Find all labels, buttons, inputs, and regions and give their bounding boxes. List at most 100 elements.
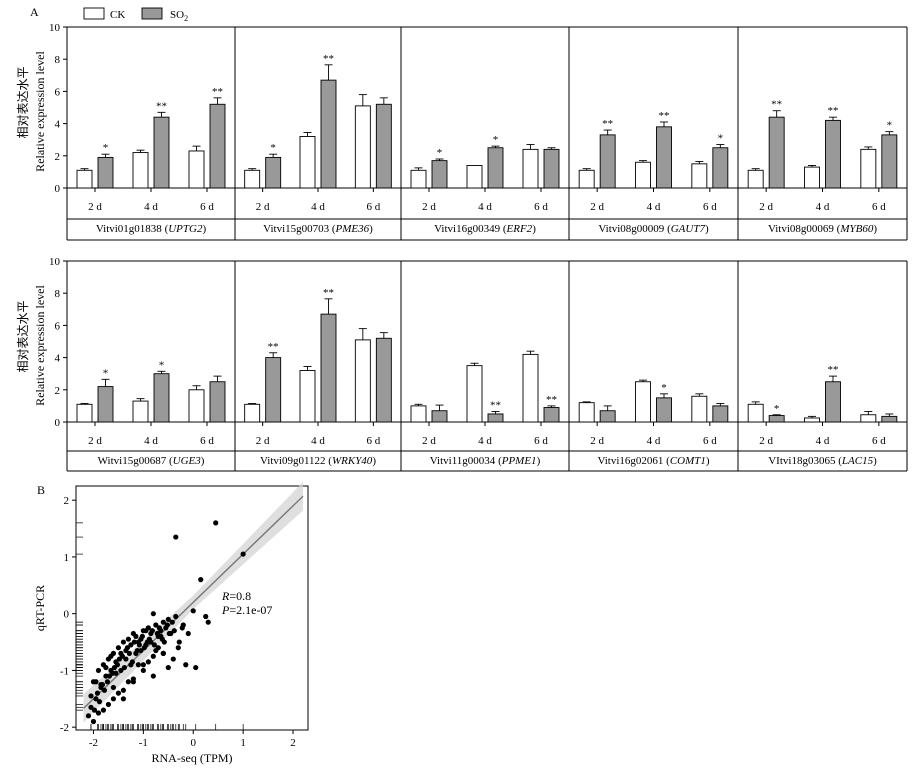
gene-name-close: ) [706, 455, 710, 467]
x-tick-label: 2 d [759, 201, 773, 213]
bar-so2 [487, 147, 504, 189]
gene-name-open: ( [166, 455, 173, 467]
data-point [130, 676, 136, 682]
significance-label: * [774, 403, 780, 415]
bar-so2 [881, 415, 898, 423]
bar-so2 [265, 156, 282, 189]
data-point [143, 642, 149, 648]
gene-id: Vitvi01g01838 [96, 223, 162, 235]
panel-a-label: A [30, 5, 39, 19]
data-point [103, 664, 109, 671]
bar-ck [410, 169, 427, 189]
data-point [148, 639, 154, 645]
gene-id: Witvi15g00687 [98, 455, 167, 467]
data-point [149, 628, 155, 634]
y-axis-title: qRT-PCR [33, 585, 47, 631]
legend: CK SO2 [83, 7, 188, 23]
gene-name-open: ( [162, 223, 169, 235]
data-point [128, 662, 134, 668]
gene-name-open: ( [663, 455, 670, 467]
correlation-p: P=2.1e-07 [221, 603, 272, 617]
data-point [240, 551, 246, 557]
data-point [95, 710, 102, 716]
scatter-plot: -2 -1 0 1 2 -2 -1 0 1 2 RNA-seq (TPM) qRT-PCR R=0.8P… [33, 481, 309, 765]
gene-name: LAC15 [841, 455, 874, 467]
gene-name: UGE3 [173, 455, 202, 467]
bar-ck [522, 353, 539, 423]
gene-name: WRKY40 [332, 455, 373, 467]
data-point [96, 699, 103, 705]
data-point [166, 630, 172, 637]
legend-label-so2: SO2 [170, 9, 188, 23]
gene-name-open: ( [664, 223, 671, 235]
data-point [153, 647, 159, 654]
y-tick-label: 2 [55, 151, 61, 163]
data-point [119, 653, 125, 659]
data-point [91, 707, 98, 713]
significance-label: ** [323, 53, 334, 65]
bar-ck [804, 417, 820, 423]
x-tick-label: -2 [89, 737, 98, 749]
y-axis-title-en: Relative expression level [33, 285, 47, 406]
bar-so2 [375, 337, 392, 423]
x-tick-label: 2 [290, 737, 296, 749]
gene-name-close: ) [532, 223, 536, 235]
scatter-frame [75, 485, 309, 731]
bar-so2 [656, 397, 672, 423]
data-point [143, 628, 149, 634]
gene-label: Vitvi01g01838 (UPTG2) [96, 223, 207, 235]
y-axis-title-cn: 相对表达水平 [16, 66, 30, 138]
bar-so2 [320, 79, 337, 189]
gene-id: Vitvi16g00349 [434, 223, 500, 235]
y-tick-label: 6 [55, 86, 61, 98]
data-point [93, 679, 99, 685]
bar-so2 [487, 413, 504, 423]
bar-ck [76, 169, 93, 189]
bar-so2 [320, 313, 337, 423]
y-tick-label: 0 [55, 417, 61, 429]
bar-ck [299, 370, 316, 423]
gene-id: Vitvi11g00034 [430, 455, 496, 467]
bar-ck [804, 166, 820, 189]
x-tick-label: 4 d [647, 201, 661, 213]
data-point [183, 662, 189, 668]
data-point [158, 633, 164, 639]
y-tick-label: 8 [55, 54, 61, 66]
data-point [160, 619, 166, 625]
y-tick-label: 4 [55, 119, 61, 131]
correlation-r: R=0.8 [221, 589, 251, 603]
data-point [100, 707, 107, 713]
x-tick-label: 4 d [647, 435, 661, 447]
x-tick-label: 2 d [88, 435, 102, 447]
r-symbol: R [221, 589, 230, 603]
data-point [190, 608, 196, 614]
y-tick-label: 0 [64, 609, 70, 621]
data-point [156, 625, 162, 631]
data-point [138, 647, 144, 654]
gene-name: UPTG2 [168, 223, 203, 235]
x-tick-label: 6 d [534, 201, 548, 213]
gene-id: Vitvi08g00069 [768, 223, 834, 235]
legend-swatch-ck [83, 7, 105, 20]
bar-so2 [768, 415, 785, 423]
bar-panel-uge3: * 2 d * 4 d 6 d Witvi15g00687 (UGE3) [76, 261, 236, 471]
significance-label: ** [212, 86, 223, 98]
gene-name-close: ) [873, 455, 877, 467]
x-tick-label: 6 d [366, 201, 380, 213]
bar-ck [132, 400, 149, 423]
p-symbol: P [221, 603, 230, 617]
data-point [118, 667, 124, 674]
data-point [161, 639, 167, 645]
data-point [88, 704, 94, 710]
x-tick-label: 2 d [590, 435, 604, 447]
data-point [175, 645, 181, 651]
data-point [176, 639, 182, 645]
x-tick-label: 2 d [422, 201, 436, 213]
bar-ck [747, 169, 764, 189]
data-point [185, 630, 191, 637]
bar-panel-comt1: 2 d * 4 d 6 d Vitvi16g02061 (COMT1) [578, 261, 739, 471]
data-point [125, 679, 131, 685]
significance-label: * [493, 134, 499, 146]
gene-name-open: ( [835, 455, 842, 467]
data-point [150, 673, 156, 679]
